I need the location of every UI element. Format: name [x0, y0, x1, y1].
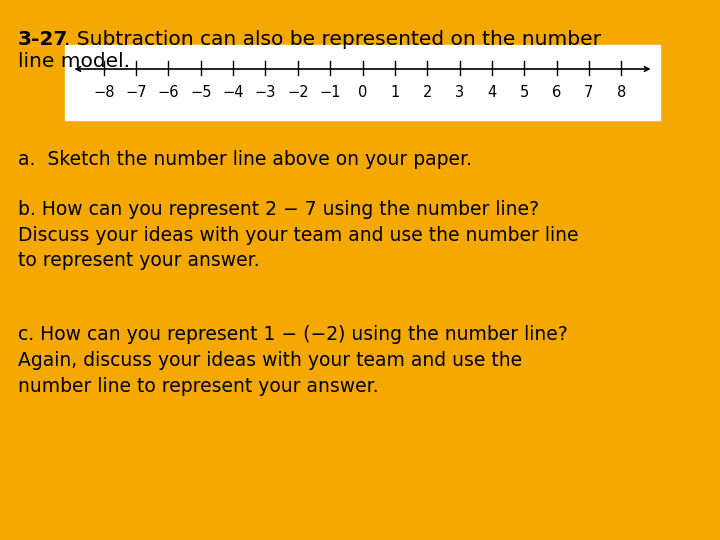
- Text: 3: 3: [455, 85, 464, 100]
- Text: 2: 2: [423, 85, 432, 100]
- Text: 7: 7: [584, 85, 593, 100]
- FancyBboxPatch shape: [65, 45, 660, 120]
- Text: c. How can you represent 1 − (−2) using the number line?
Again, discuss your ide: c. How can you represent 1 − (−2) using …: [18, 325, 568, 395]
- Text: . Subtraction can also be represented on the number: . Subtraction can also be represented on…: [64, 30, 601, 49]
- Text: 1: 1: [390, 85, 400, 100]
- Text: 6: 6: [552, 85, 561, 100]
- Text: −7: −7: [125, 85, 147, 100]
- Text: −6: −6: [158, 85, 179, 100]
- Text: −4: −4: [222, 85, 244, 100]
- Text: 8: 8: [616, 85, 626, 100]
- Text: line model.: line model.: [18, 52, 130, 71]
- Text: −3: −3: [255, 85, 276, 100]
- Text: −8: −8: [93, 85, 114, 100]
- Text: 5: 5: [520, 85, 528, 100]
- Text: −1: −1: [320, 85, 341, 100]
- Text: 4: 4: [487, 85, 497, 100]
- Text: a.  Sketch the number line above on your paper.: a. Sketch the number line above on your …: [18, 150, 472, 169]
- Text: −5: −5: [190, 85, 212, 100]
- Text: −2: −2: [287, 85, 309, 100]
- Text: b. How can you represent 2 − 7 using the number line?
Discuss your ideas with yo: b. How can you represent 2 − 7 using the…: [18, 200, 578, 271]
- Text: 0: 0: [358, 85, 367, 100]
- Text: 3-27: 3-27: [18, 30, 68, 49]
